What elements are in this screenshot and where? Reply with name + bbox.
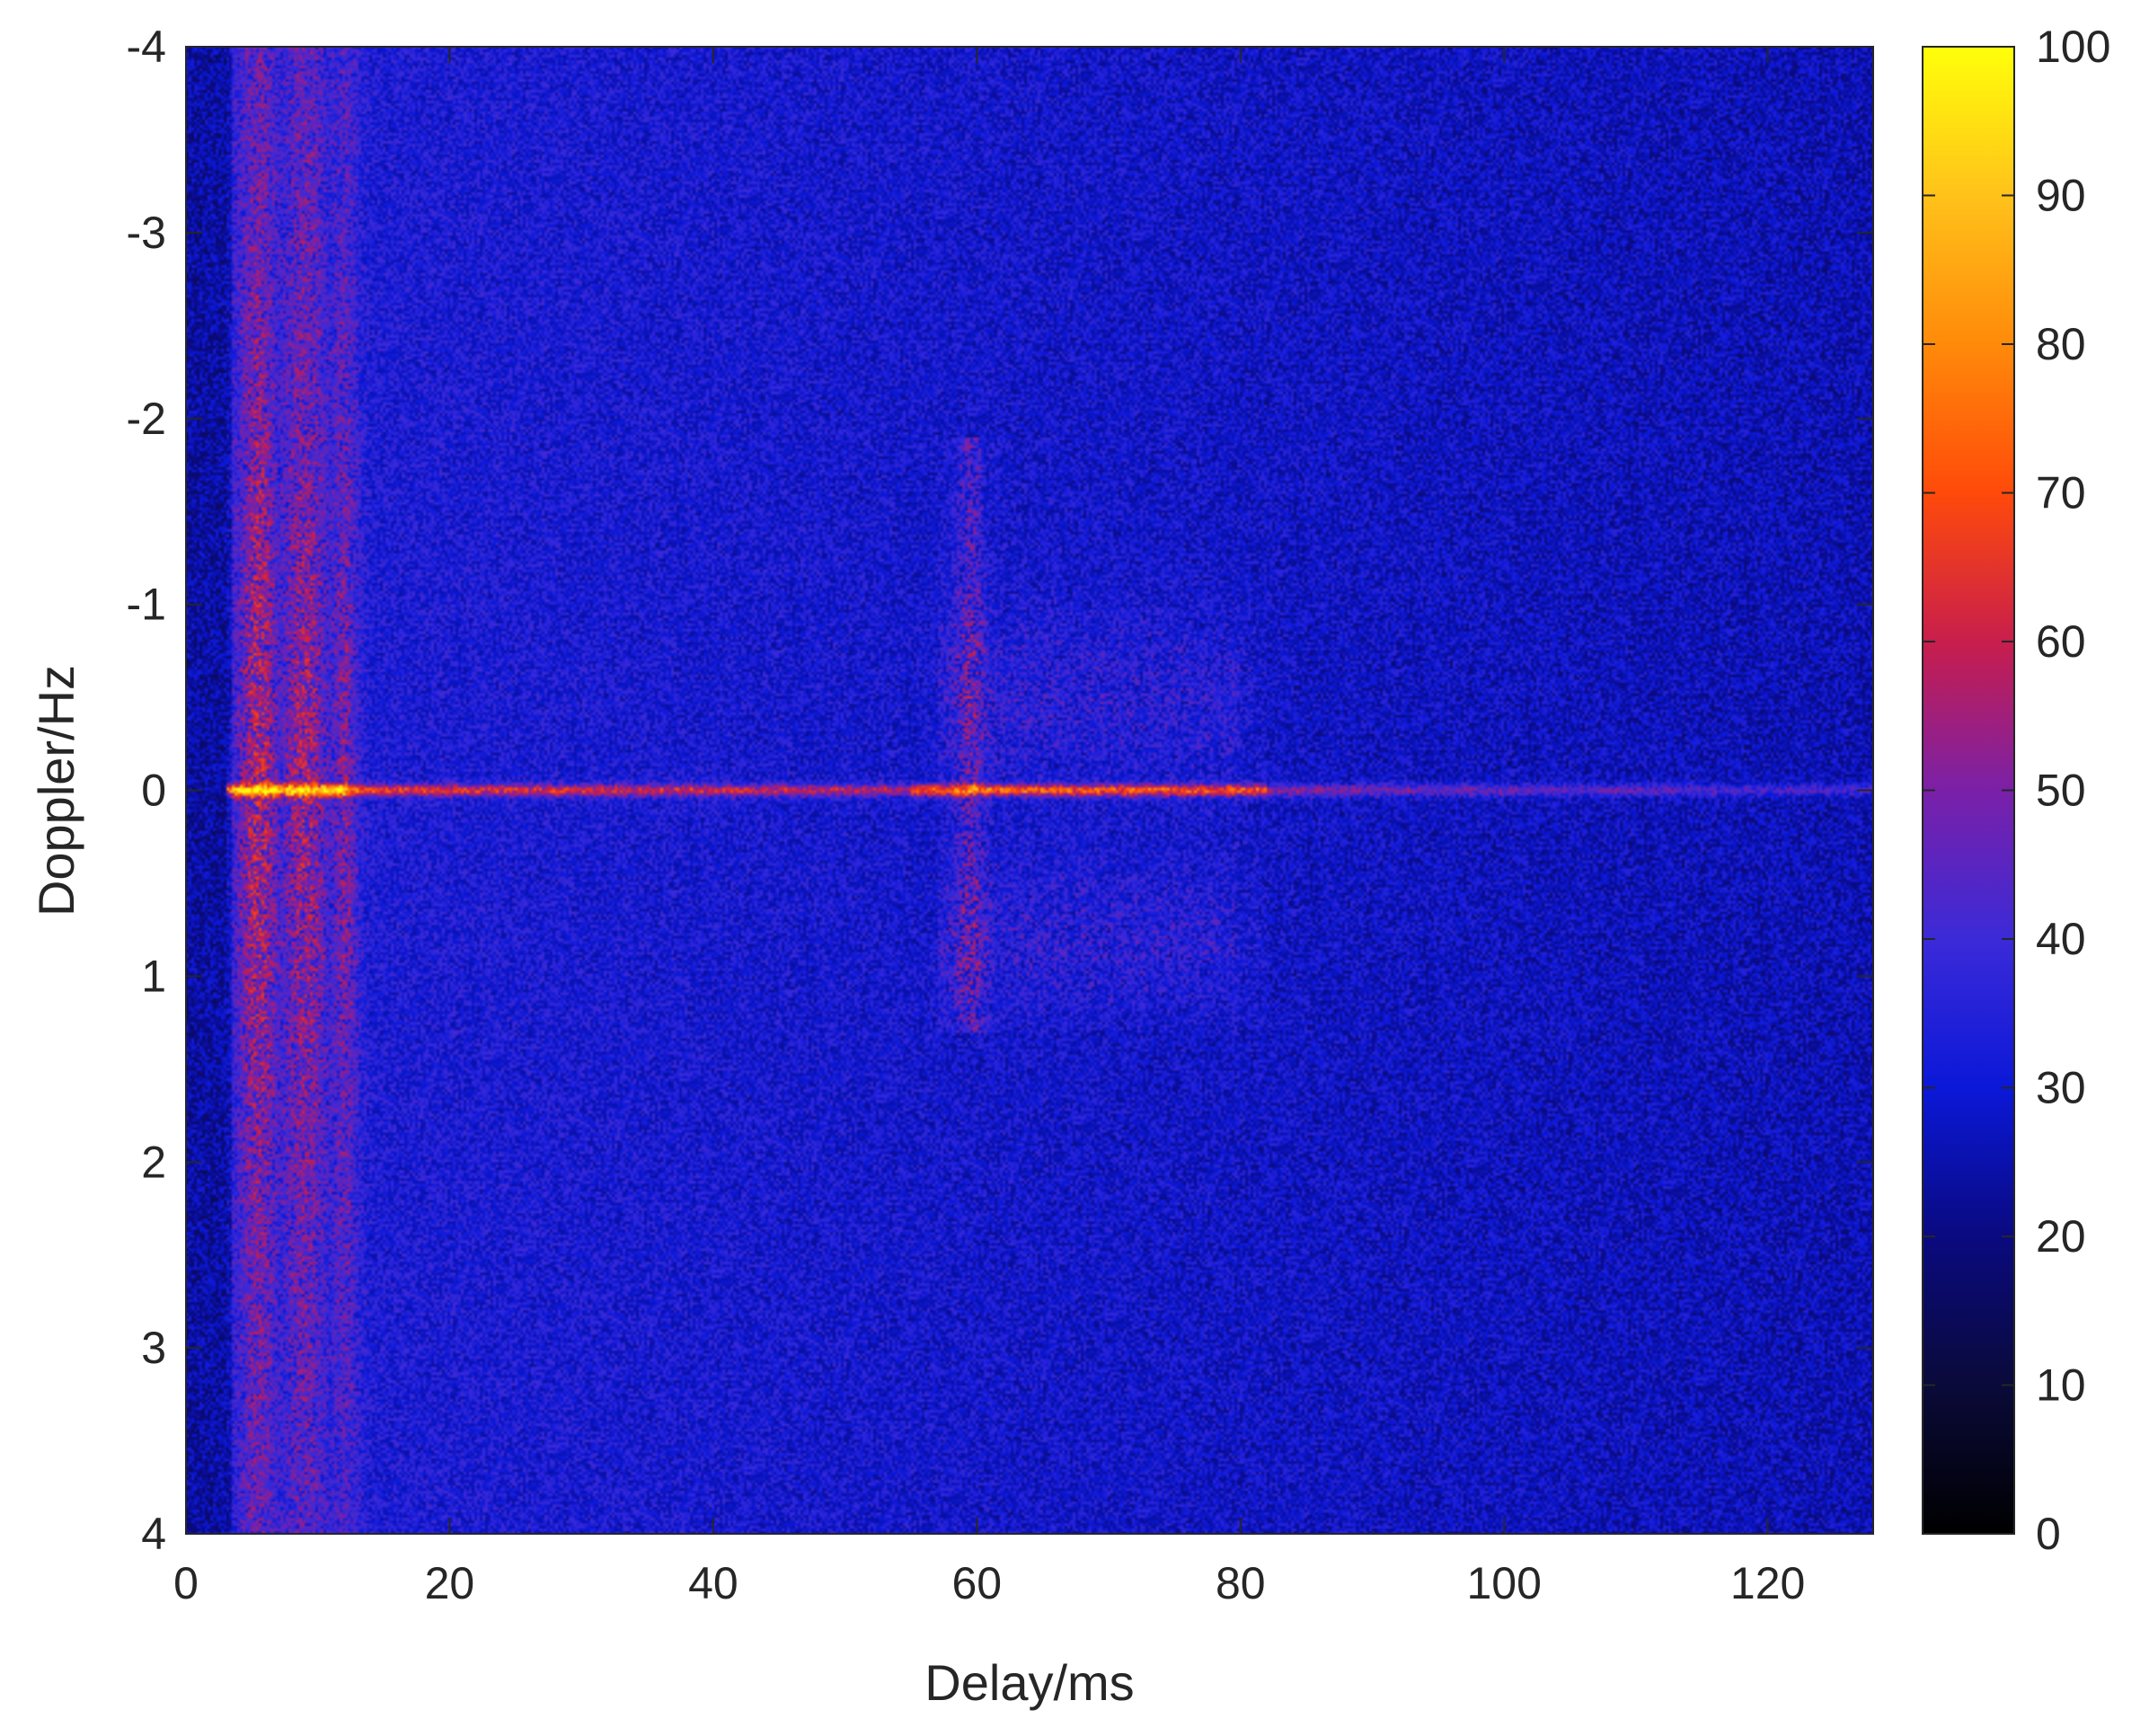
x-tick-label: 20 xyxy=(425,1558,475,1608)
colorbar-tick-label: 80 xyxy=(2036,319,2086,369)
y-tick-label: 1 xyxy=(141,951,166,1001)
y-tick-label: 4 xyxy=(141,1509,166,1559)
colorbar-tick-label: 90 xyxy=(2036,171,2086,221)
x-axis-label: Delay/ms xyxy=(924,1654,1134,1711)
x-tick-label: 60 xyxy=(952,1558,1003,1608)
y-tick-label: 3 xyxy=(141,1323,166,1373)
colorbar-tick-label: 30 xyxy=(2036,1063,2086,1113)
y-tick-label: 2 xyxy=(141,1137,166,1187)
y-tick-label: 0 xyxy=(141,766,166,816)
colorbar-ticks: 0 10 20 30 40 50 60 70 80 90 100 xyxy=(1923,22,2110,1559)
heatmap-area xyxy=(186,47,1873,1534)
x-tick-label: 120 xyxy=(1730,1558,1805,1608)
colorbar-tick-label: 70 xyxy=(2036,468,2086,518)
colorbar-tick-label: 50 xyxy=(2036,766,2086,816)
colorbar-tick-label: 0 xyxy=(2036,1509,2061,1559)
x-axis-ticks: 0 20 40 60 80 100 120 xyxy=(173,47,1805,1608)
colorbar-tick-label: 10 xyxy=(2036,1360,2086,1411)
colorbar-tick-label: 40 xyxy=(2036,914,2086,964)
y-tick-label: -1 xyxy=(127,580,166,630)
x-tick-label: 100 xyxy=(1466,1558,1541,1608)
colorbar xyxy=(1922,46,2015,1535)
x-tick-label: 40 xyxy=(688,1558,738,1608)
heatmap-image xyxy=(186,47,1873,1534)
colorbar-tick-label: 20 xyxy=(2036,1211,2086,1262)
y-tick-label: -3 xyxy=(127,208,166,258)
y-axis-label: Doppler/Hz xyxy=(28,665,84,917)
colorbar-tick-label: 100 xyxy=(2036,22,2110,72)
y-axis-ticks: -4 -3 -2 -1 0 1 2 3 4 xyxy=(127,22,1873,1559)
colorbar-tick-label: 60 xyxy=(2036,616,2086,667)
x-tick-label: 0 xyxy=(173,1558,199,1608)
y-tick-label: -2 xyxy=(127,394,166,444)
x-tick-label: 80 xyxy=(1216,1558,1266,1608)
y-tick-label: -4 xyxy=(127,22,166,72)
